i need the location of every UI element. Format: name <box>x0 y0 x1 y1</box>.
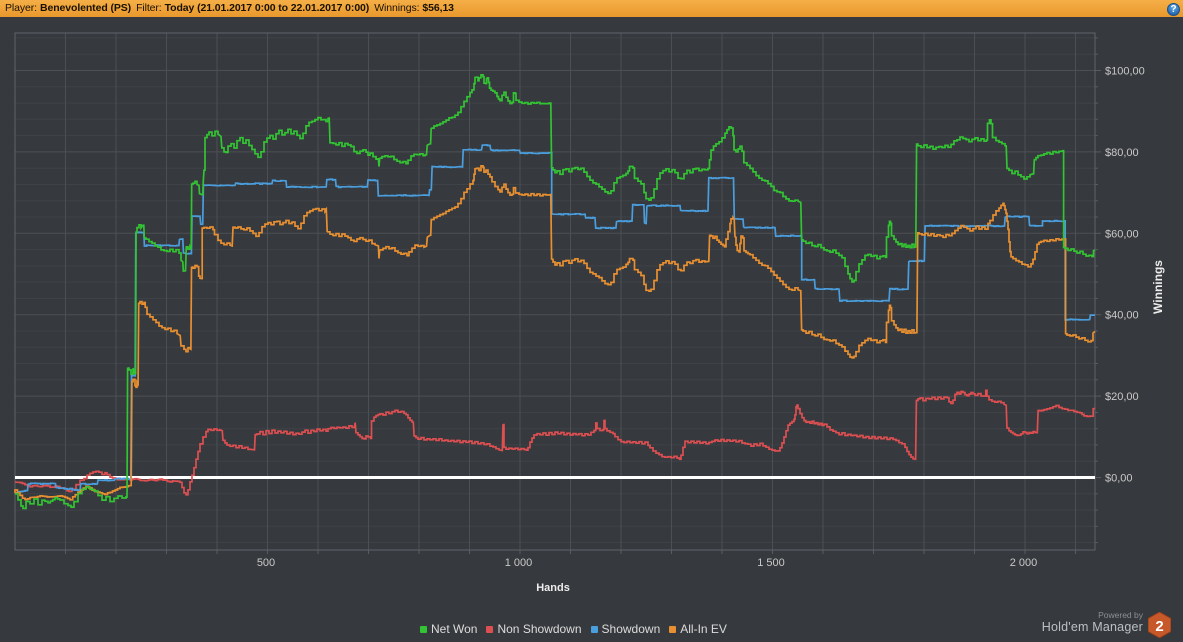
svg-text:$100,00: $100,00 <box>1105 66 1145 78</box>
svg-text:500: 500 <box>257 557 275 569</box>
svg-text:$0,00: $0,00 <box>1105 473 1133 485</box>
svg-text:1 500: 1 500 <box>757 557 785 569</box>
svg-text:Winnings: Winnings <box>1151 260 1165 314</box>
svg-text:Hands: Hands <box>536 582 570 594</box>
svg-text:2: 2 <box>1155 618 1163 635</box>
svg-text:$60,00: $60,00 <box>1105 228 1139 240</box>
svg-text:$80,00: $80,00 <box>1105 147 1139 159</box>
svg-text:2 000: 2 000 <box>1010 557 1038 569</box>
svg-text:1 000: 1 000 <box>505 557 533 569</box>
svg-text:$20,00: $20,00 <box>1105 391 1139 403</box>
svg-text:$40,00: $40,00 <box>1105 310 1139 322</box>
